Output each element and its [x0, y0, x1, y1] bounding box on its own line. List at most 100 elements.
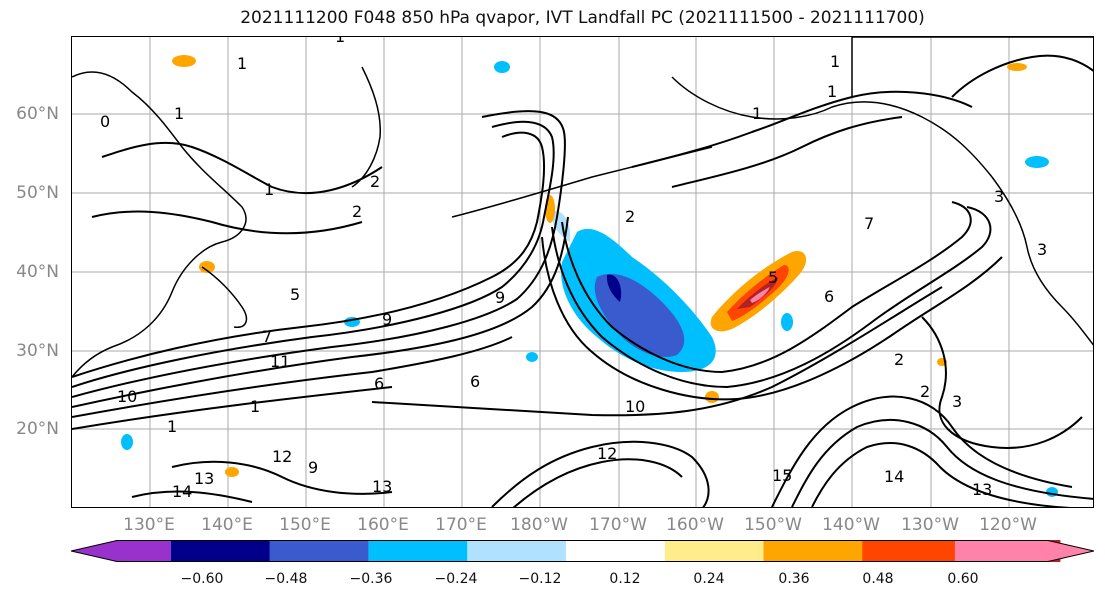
contour-line	[72, 131, 546, 378]
lon-label-130w: 130°W	[901, 515, 959, 535]
colorbar-tick-label: −0.36	[349, 571, 393, 587]
contour-line	[951, 54, 1093, 98]
lon-label-170e: 170°E	[435, 515, 487, 535]
colorbar-segment	[269, 540, 369, 562]
contour-label: 9	[308, 458, 318, 477]
contour-label: 12	[597, 444, 617, 463]
contour-label: 1	[237, 54, 247, 73]
small-patch	[172, 55, 196, 67]
lon-label-120w: 120°W	[979, 515, 1037, 535]
contour-label: 5	[768, 268, 778, 287]
contour-line	[371, 286, 943, 417]
colorbar-tick-label: −0.24	[434, 571, 478, 587]
japan-coastline	[201, 266, 248, 328]
contour-label: 1	[752, 104, 762, 123]
colorbar-tick-label: −0.12	[518, 571, 562, 587]
map-panel: 1 1 0 1 1 2 1 2 1 3 9 9 5 6 7 2 1 1 10 6…	[71, 36, 1094, 508]
kamchatka-coastline	[351, 66, 381, 188]
small-patch	[494, 61, 510, 73]
contour-label: 7	[262, 327, 272, 346]
contour-line	[671, 116, 903, 188]
contour-line	[921, 316, 1083, 449]
contour-label: 2	[894, 350, 904, 369]
contour-line	[631, 90, 973, 168]
colorbar-segment	[467, 540, 567, 562]
contour-label: 13	[972, 480, 992, 499]
lon-label-170w: 170°W	[589, 515, 647, 535]
lat-label-40n: 40°N	[16, 262, 59, 282]
small-patch	[1025, 156, 1049, 168]
lat-label-20n: 20°N	[16, 419, 59, 439]
colorbar-segment	[763, 540, 863, 562]
contour-line	[91, 210, 363, 235]
colorbar	[71, 540, 1094, 562]
small-patch	[705, 391, 719, 403]
coastlines	[72, 37, 1093, 378]
contour-label: 1	[167, 417, 177, 436]
contour-label: 3	[1037, 240, 1047, 259]
contour-line	[512, 458, 683, 507]
contour-line	[72, 216, 569, 408]
contour-label: 14	[172, 482, 192, 501]
colorbar-segment	[664, 540, 765, 562]
contour-label: 13	[194, 469, 214, 488]
colorbar-segment	[170, 540, 271, 562]
north-america-coastline	[991, 176, 1093, 346]
contour-label: 14	[884, 467, 904, 486]
lat-label-60n: 60°N	[16, 104, 59, 124]
contour-label: 6	[824, 287, 834, 306]
contour-label: 11	[270, 352, 290, 371]
contour-label: 3	[952, 392, 962, 411]
small-patch	[526, 352, 538, 362]
lon-label-140w: 140°W	[822, 515, 880, 535]
contour-line	[101, 141, 383, 195]
contour-label: 1	[830, 52, 840, 71]
colorbar-tick-label: 0.24	[693, 571, 725, 587]
contour-label: 5	[290, 285, 300, 304]
contour-line	[561, 201, 972, 374]
small-patch	[781, 313, 793, 331]
contour-label: 10	[117, 387, 137, 406]
lon-label-150e: 150°E	[279, 515, 331, 535]
colorbar-segment	[862, 540, 962, 562]
contour-label: 6	[470, 372, 480, 391]
contour-label: 2	[625, 207, 635, 226]
lat-label-30n: 30°N	[16, 341, 59, 361]
contour-line	[491, 440, 710, 507]
ivt-contours	[72, 54, 1093, 507]
contour-label: 0	[100, 112, 110, 131]
colorbar-segment	[368, 540, 468, 562]
lon-label-140e: 140°E	[201, 515, 253, 535]
contour-label: 6	[374, 374, 384, 393]
contour-line	[72, 120, 555, 388]
alaska-coastline	[671, 76, 993, 178]
contour-label: 12	[272, 447, 292, 466]
small-patch	[1007, 63, 1027, 71]
colorbar-extend-low	[71, 540, 171, 562]
contour-line	[551, 206, 992, 389]
lon-label-150w: 150°W	[744, 515, 802, 535]
contour-labels: 1 1 0 1 1 2 1 2 1 3 9 9 5 6 7 2 1 1 10 6…	[100, 37, 1047, 501]
lon-label-160e: 160°E	[357, 515, 409, 535]
colorbar-tick-label: 0.36	[778, 571, 810, 587]
contour-label: 2	[370, 172, 380, 191]
contour-line	[72, 336, 513, 418]
lon-label-130e: 130°E	[123, 515, 175, 535]
aleutian-chain	[451, 146, 713, 218]
contour-label: 1	[264, 180, 274, 199]
contour-label: 1	[827, 82, 837, 101]
colorbar-segments	[71, 540, 1094, 562]
contour-line	[771, 395, 1073, 507]
small-patch	[199, 261, 215, 273]
colorbar-segment	[565, 540, 666, 562]
map-canvas: 1 1 0 1 1 2 1 2 1 3 9 9 5 6 7 2 1 1 10 6…	[72, 37, 1093, 507]
lon-label-160w: 160°W	[666, 515, 724, 535]
colorbar-outline	[71, 540, 1094, 562]
contour-line	[811, 442, 1072, 507]
contour-line	[72, 110, 566, 398]
contour-label: 9	[382, 310, 392, 329]
colorbar-tick-label: −0.60	[180, 571, 224, 587]
lat-label-50n: 50°N	[16, 183, 59, 203]
lon-label-180w: 180°W	[510, 515, 568, 535]
contour-label: 1	[335, 37, 345, 46]
